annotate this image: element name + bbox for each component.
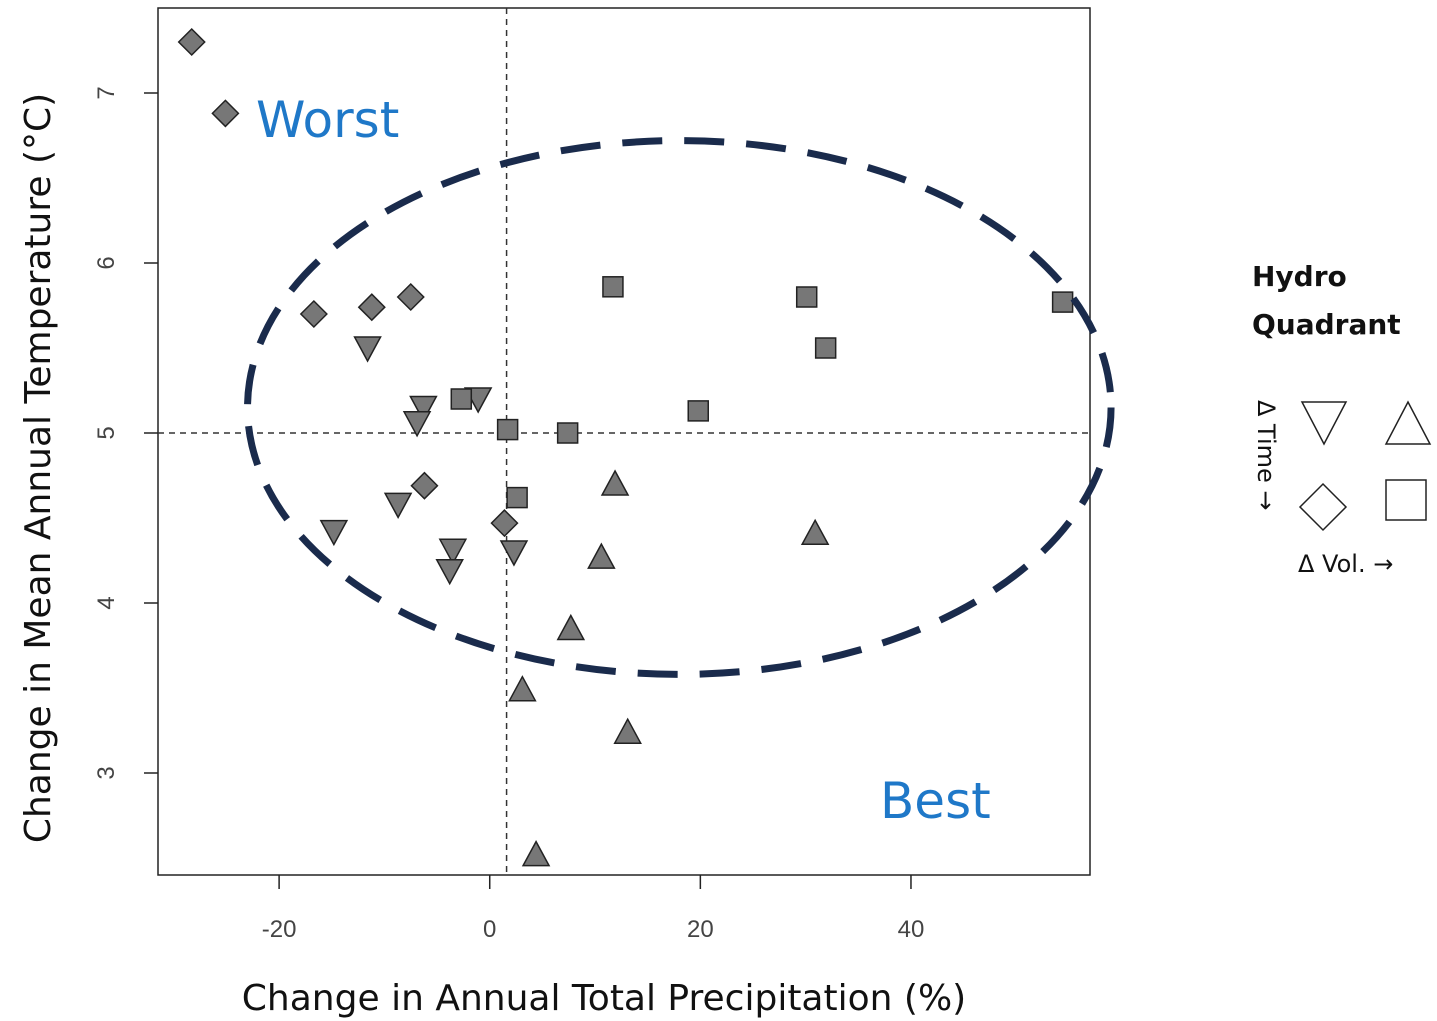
data-point-diamond [299,299,328,329]
data-point-triangle-up [800,518,830,546]
legend-time-label: Δ Time → [1252,400,1280,511]
data-point-triangle-down [499,540,529,567]
data-point-diamond [396,282,425,312]
y-tick-label: 7 [93,86,120,99]
legend-diamond-icon [1298,482,1348,532]
y-axis-title: Change in Mean Annual Temperature (°C) [18,93,59,843]
legend: Hydro Quadrant Δ Time → Δ Vol. → [1252,260,1432,578]
data-point-square [602,276,624,298]
data-point-triangle-down [402,411,432,438]
y-tick-label: 6 [93,256,120,269]
data-point-square [506,486,528,509]
data-point-square [556,422,579,444]
data-point-triangle-up [600,469,630,496]
data-point-square [496,418,519,441]
data-point-diamond [490,509,519,538]
data-point-diamond [357,293,386,322]
y-tick-label: 5 [93,426,120,439]
plot-layer: -20 0 20 40 3 4 5 6 7 [93,7,1115,943]
data-point-triangle-up [613,717,642,744]
y-tick-label: 3 [93,766,120,779]
data-point-triangle-up [556,613,586,641]
data-point-triangle-down [438,538,468,565]
data-point-diamond [211,99,240,128]
data-point-square [795,286,818,308]
dashed-ellipse [244,137,1115,678]
data-point-square [687,400,709,422]
x-tick-label: 40 [898,916,925,943]
legend-title-line1: Hydro [1252,260,1347,293]
best-label: Best [880,772,991,830]
data-point-square [450,388,473,410]
plot-frame [157,7,1091,876]
data-point-triangle-down [383,492,413,519]
legend-vol-label: Δ Vol. → [1298,550,1393,578]
data-point-triangle-up [508,675,537,702]
data-point-triangle-down [409,395,438,423]
data-point-square [1051,291,1074,313]
legend-triangle-down-icon [1300,401,1348,446]
legend-triangle-up-icon [1384,400,1432,445]
legend-title-line2: Quadrant [1252,308,1401,341]
data-point-diamond [410,471,439,500]
x-axis-title: Change in Annual Total Precipitation (%) [242,978,966,1019]
y-tick-label: 4 [93,596,120,609]
data-point-triangle-up [587,542,616,569]
data-point-triangle-up [521,840,551,867]
x-tick-label: 20 [687,916,714,943]
data-point-triangle-down [435,558,464,586]
data-point-triangle-down [353,336,382,363]
x-tick-label: 0 [483,916,496,943]
data-point-triangle-down [319,519,349,547]
x-tick-label: -20 [262,916,297,943]
legend-square-icon [1385,479,1427,521]
data-point-diamond [177,27,206,57]
data-point-square [814,337,837,359]
worst-label: Worst [256,91,399,149]
